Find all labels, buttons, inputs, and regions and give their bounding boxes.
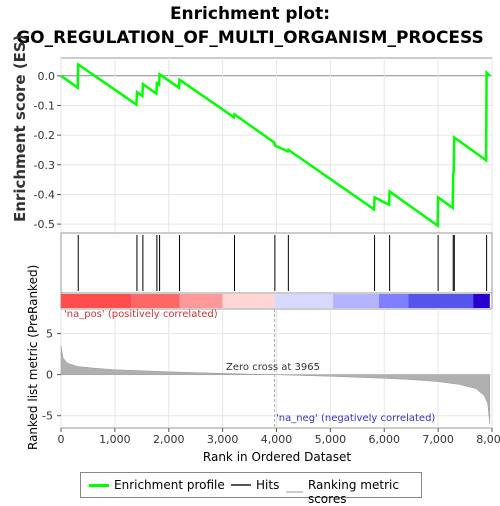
y-axis-label-metric: Ranked list metric (PreRanked): [26, 265, 40, 450]
x-tick-label: 0: [58, 433, 65, 446]
es-ticks: 0.0 -0.1 -0.2 -0.3 -0.4 -0.5: [34, 70, 61, 231]
colorbar-segment: [408, 294, 473, 308]
colorbar-segment: [333, 294, 379, 308]
es-tick-label: -0.4: [34, 188, 55, 201]
x-tick-label: 6,000: [369, 433, 401, 446]
legend-item-hits: Hits: [231, 478, 279, 492]
es-tick-label: -0.5: [34, 218, 55, 231]
hits-line-swatch: [231, 484, 251, 486]
rank-colorbar: [61, 294, 490, 308]
na-pos-label: 'na_pos' (positively correlated): [64, 309, 218, 320]
colorbar-segment: [180, 294, 223, 308]
zero-cross-label: Zero cross at 3965: [226, 362, 320, 373]
metric-tick-label: -5: [42, 410, 53, 423]
x-tick-label: 1,000: [99, 433, 131, 446]
colorbar-segment: [473, 294, 490, 308]
metric-ticks: 5 0 -5: [42, 328, 61, 423]
es-tick-label: -0.2: [34, 129, 55, 142]
metric-tick-label: 0: [46, 369, 53, 382]
legend: Enrichment profile Hits Ranking metric s…: [80, 472, 422, 498]
hits-panel: [61, 233, 492, 293]
x-tick-label: 3,000: [207, 433, 239, 446]
x-axis-label: Rank in Ordered Dataset: [203, 450, 351, 464]
x-tick-label: 4,000: [261, 433, 293, 446]
colorbar-segment: [61, 294, 131, 308]
legend-item-profile: Enrichment profile: [89, 478, 225, 492]
colorbar-segment: [223, 294, 275, 308]
profile-line-swatch: [89, 484, 109, 487]
x-tick-label: 5,000: [315, 433, 347, 446]
colorbar-segment: [275, 294, 333, 308]
metric-tick-label: 5: [46, 328, 53, 341]
es-tick-label: -0.3: [34, 159, 55, 172]
x-tick-label: 7,000: [422, 433, 454, 446]
legend-item-metric: Ranking metric scores: [286, 478, 421, 506]
colorbar-segment: [379, 294, 409, 308]
legend-hits-label: Hits: [256, 478, 279, 492]
legend-profile-label: Enrichment profile: [114, 478, 225, 492]
colorbar-segment: [131, 294, 179, 308]
y-axis-label-es: Enrichment score (ES): [11, 34, 29, 222]
x-tick-label: 2,000: [153, 433, 185, 446]
es-tick-label: 0.0: [38, 70, 56, 83]
x-tick-label: 8,000: [476, 433, 500, 446]
metric-line-swatch: [286, 491, 303, 493]
na-neg-label: 'na_neg' (negatively correlated): [276, 413, 435, 424]
x-axis-ticks: 0 1,000 2,000 3,000 4,000 5,000 6,000 7,000 8,00…: [58, 428, 500, 446]
es-tick-label: -0.1: [34, 99, 55, 112]
legend-metric-label: Ranking metric scores: [308, 478, 421, 506]
